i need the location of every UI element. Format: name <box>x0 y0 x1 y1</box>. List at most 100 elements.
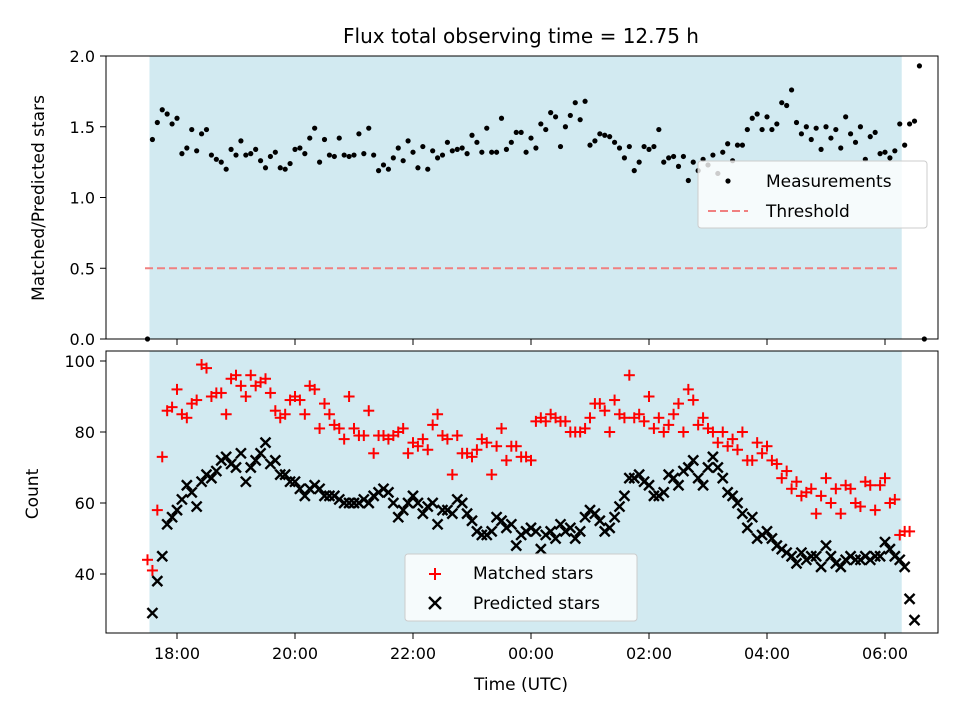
measurement-point <box>469 132 475 138</box>
measurement-point <box>307 135 313 141</box>
measurement-point <box>208 152 215 158</box>
measurement-point <box>523 149 529 155</box>
measurement-point <box>651 143 657 150</box>
matched-star-point <box>348 422 360 434</box>
measurement-point <box>341 152 347 158</box>
measurement-point <box>159 107 165 113</box>
matched-star-point <box>722 440 734 452</box>
matched-star-point <box>215 387 227 399</box>
predicted-star-point <box>146 607 159 619</box>
matched-star-point <box>319 398 330 410</box>
measurement-point <box>179 151 185 157</box>
measurement-point <box>739 142 746 148</box>
measurement-point <box>449 148 455 154</box>
predicted-star-point <box>618 490 631 502</box>
measurement-point <box>788 87 795 93</box>
measurement-point <box>607 134 613 140</box>
measurement-point <box>538 121 544 127</box>
predicted-star-point <box>239 475 252 488</box>
measurement-point <box>336 135 342 141</box>
measurement-point <box>828 135 834 141</box>
predicted-star-point <box>176 493 188 506</box>
predicted-star-point <box>284 475 296 488</box>
measurement-point <box>621 155 628 161</box>
measurement-point <box>356 131 362 137</box>
measurement-point <box>877 151 883 157</box>
measurement-point <box>872 129 878 136</box>
matched-star-point <box>260 373 271 385</box>
matched-star-point <box>825 497 837 509</box>
measurement-point <box>685 177 691 184</box>
measurement-point <box>725 141 731 147</box>
predicted-star-point <box>185 486 198 499</box>
measurement-point <box>272 149 278 155</box>
y-tick-label: 100 <box>64 352 95 371</box>
matched-star-point <box>653 412 665 424</box>
x-axis-label: Time (UTC) <box>473 675 568 695</box>
y-tick-label: 0.5 <box>70 259 95 278</box>
predicted-star-point <box>244 461 257 474</box>
matched-star-point <box>889 493 901 505</box>
measurement-point <box>636 159 642 165</box>
predicted-star-point <box>692 472 705 484</box>
measurement-point <box>489 149 495 155</box>
measurement-point <box>366 125 372 131</box>
matched-star-point <box>363 405 375 417</box>
matched-star-point <box>422 444 434 456</box>
measurement-point <box>833 126 839 133</box>
matched-star-point <box>338 433 350 445</box>
matched-star-point <box>584 412 596 424</box>
measurement-point <box>400 158 406 164</box>
predicted-star-point <box>495 514 508 527</box>
measurement-point <box>744 126 750 133</box>
matched-star-point <box>142 554 153 566</box>
predicted-star-point <box>412 497 424 509</box>
predicted-star-point <box>205 472 218 484</box>
measurement-point <box>552 114 559 120</box>
measurement-point <box>680 153 687 160</box>
matched-star-point <box>245 369 257 381</box>
measurement-point <box>454 146 460 152</box>
predicted-star-point <box>884 543 896 555</box>
bottom-plot <box>142 359 921 626</box>
measurement-point <box>459 145 465 151</box>
measurement-point <box>882 149 888 155</box>
measurement-point <box>808 136 814 143</box>
predicted-star-point <box>156 550 169 563</box>
x-tick-label: 00:00 <box>508 644 554 663</box>
measurement-point <box>375 168 382 174</box>
matched-star-point <box>269 405 281 417</box>
measurement-point <box>346 153 352 160</box>
measurement-point <box>434 155 441 161</box>
measurement-point <box>223 166 229 172</box>
matched-star-point <box>633 408 645 420</box>
top-legend: Measurements Threshold <box>697 160 928 229</box>
matched-star-point <box>525 454 537 466</box>
predicted-star-point <box>313 482 326 495</box>
predicted-star-point <box>166 511 178 524</box>
matched-star-point <box>658 426 670 438</box>
matched-star-point <box>314 422 326 434</box>
matched-star-point <box>874 479 886 491</box>
matched-star-point <box>559 415 571 427</box>
x-tick-label: 18:00 <box>154 644 200 663</box>
measurement-point <box>184 145 190 151</box>
measurement-point <box>410 149 416 155</box>
measurement-point <box>557 143 564 150</box>
measurement-point <box>233 152 239 158</box>
measurement-point <box>164 111 170 117</box>
measurement-point <box>626 143 632 150</box>
x-tick-label: 20:00 <box>272 644 318 663</box>
measurement-point <box>562 124 569 130</box>
measurement-point <box>430 148 436 154</box>
measurements-legend-marker <box>725 178 731 184</box>
matched-star-point <box>146 564 158 576</box>
predicted-star-point <box>338 497 351 509</box>
measurement-point <box>405 138 411 144</box>
measurement-point <box>464 151 470 157</box>
predicted-star-point <box>235 447 247 460</box>
matched-star-point <box>854 501 866 513</box>
measurement-point <box>779 100 785 106</box>
matched-star-point <box>343 391 355 402</box>
predicted-star-point <box>505 518 518 531</box>
